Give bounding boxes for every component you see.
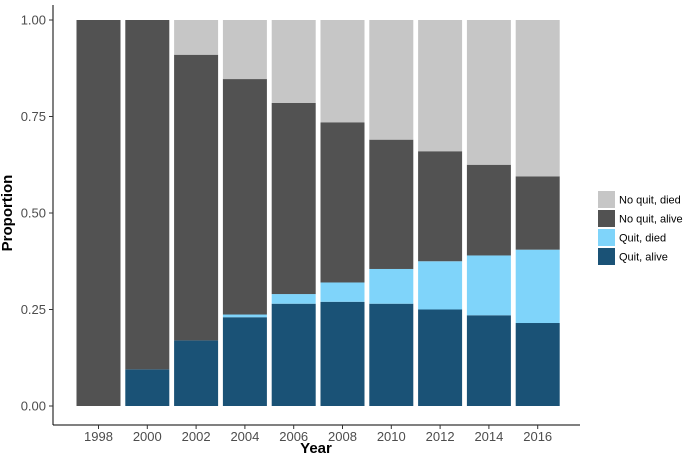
y-axis-title: Proportion (0, 175, 16, 252)
bar-2010-no-quit-died (369, 20, 414, 140)
y-tick-label: 0.50 (21, 206, 46, 221)
bar-2012-no-quit-died (418, 20, 463, 152)
legend-label-quit-died: Quit, died (619, 233, 666, 245)
x-tick-label: 2012 (426, 429, 455, 444)
bars-layer (76, 20, 560, 406)
bar-2002-no-quit-alive (174, 54, 219, 341)
bar-2016-quit-died (515, 249, 560, 324)
bar-2000-quit-alive (125, 369, 170, 406)
bar-2006-quit-died (271, 294, 316, 304)
x-tick-label: 2004 (230, 429, 259, 444)
legend-label-no-quit-alive: No quit, alive (619, 214, 683, 226)
legend-label-quit-alive: Quit, alive (619, 252, 668, 264)
bar-2014-no-quit-died (466, 20, 511, 165)
bar-2004-quit-died (222, 314, 267, 318)
bar-2008-no-quit-alive (320, 122, 365, 283)
bar-2004-no-quit-alive (222, 79, 267, 315)
bar-1998-no-quit-alive (76, 20, 121, 406)
x-axis-title: Year (300, 440, 332, 457)
bar-2010-no-quit-alive (369, 139, 414, 269)
y-tick-label: 1.00 (21, 13, 46, 28)
x-tick-label: 2014 (474, 429, 503, 444)
bar-2012-quit-died (418, 261, 463, 310)
bar-2016-quit-alive (515, 323, 560, 406)
x-tick-label: 2016 (523, 429, 552, 444)
bar-2006-quit-alive (271, 303, 316, 406)
legend-label-no-quit-died: No quit, died (619, 195, 681, 207)
x-tick-label: 1998 (84, 429, 113, 444)
bar-2006-no-quit-died (271, 20, 316, 103)
bar-2010-quit-alive (369, 303, 414, 406)
legend: No quit, died No quit, alive Quit, died Qui… (598, 191, 683, 265)
bar-2014-quit-alive (466, 315, 511, 406)
bar-2006-no-quit-alive (271, 102, 316, 295)
y-tick-label: 0.25 (21, 302, 46, 317)
bar-2014-quit-died (466, 255, 511, 316)
legend-swatch-no-quit-alive (598, 210, 615, 227)
axes-layer (52, 5, 580, 426)
bar-2004-quit-alive (222, 317, 267, 406)
x-tick-label: 2008 (328, 429, 357, 444)
legend-swatch-no-quit-died (598, 191, 615, 208)
bar-2014-no-quit-alive (466, 164, 511, 256)
y-ticks: 0.00 0.25 0.50 0.75 1.00 (21, 13, 53, 414)
bar-2012-no-quit-alive (418, 151, 463, 262)
y-tick-label: 0.75 (21, 109, 46, 124)
bar-2010-quit-died (369, 268, 414, 304)
bar-2002-no-quit-died (174, 20, 219, 55)
x-tick-label: 2002 (182, 429, 211, 444)
bar-2008-no-quit-died (320, 20, 365, 123)
legend-swatch-quit-alive (598, 248, 615, 265)
bar-2008-quit-died (320, 282, 365, 302)
bar-2000-no-quit-alive (125, 20, 170, 370)
y-tick-label: 0.00 (21, 399, 46, 414)
bar-2016-no-quit-died (515, 20, 560, 177)
bar-2012-quit-alive (418, 309, 463, 406)
bar-2004-no-quit-died (222, 20, 267, 80)
bar-2002-quit-alive (174, 340, 219, 406)
x-tick-label: 2006 (279, 429, 308, 444)
bar-2008-quit-alive (320, 301, 365, 406)
x-tick-label: 2010 (377, 429, 406, 444)
bar-2016-no-quit-alive (515, 176, 560, 250)
x-ticks: 1998 2000 2002 2004 2006 2008 2010 2012 2014 2016 (84, 425, 552, 444)
x-tick-label: 2000 (133, 429, 162, 444)
legend-swatch-quit-died (598, 229, 615, 246)
